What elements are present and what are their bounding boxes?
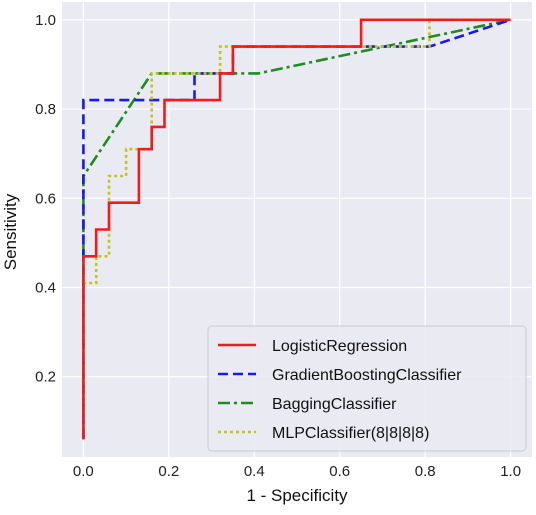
x-axis-title: 1 - Specificity — [246, 486, 348, 505]
legend-label: MLPClassifier(8|8|8|8) — [272, 425, 429, 442]
y-tick-label: 0.6 — [35, 190, 56, 207]
series-line-0 — [82, 18, 511, 440]
series-line-1 — [82, 18, 512, 440]
legend-label: BaggingClassifier — [272, 396, 397, 413]
y-tick-label: 0.2 — [35, 369, 56, 386]
y-tick-label: 1.0 — [35, 12, 56, 29]
legend-label: LogisticRegression — [272, 338, 407, 355]
legend-box — [207, 325, 527, 452]
x-tick-label: 0.0 — [73, 463, 94, 480]
legend: LogisticRegression GradientBoostingClassi… — [207, 325, 527, 452]
x-tick-labels: 0.0 0.2 0.4 0.6 0.8 1.0 — [73, 463, 521, 480]
series-line-3 — [82, 18, 511, 440]
x-tick-label: 0.6 — [329, 463, 350, 480]
y-tick-labels: 0.2 0.4 0.6 0.8 1.0 — [35, 12, 56, 386]
x-tick-label: 0.4 — [244, 463, 265, 480]
x-tick-label: 0.8 — [415, 463, 436, 480]
y-tick-label: 0.8 — [35, 101, 56, 118]
x-tick-label: 0.2 — [158, 463, 179, 480]
series-layer — [82, 18, 512, 440]
legend-label: GradientBoostingClassifier — [272, 367, 462, 384]
y-tick-label: 0.4 — [35, 279, 56, 296]
y-axis-title: Sensitivity — [1, 193, 20, 270]
x-tick-label: 1.0 — [500, 463, 521, 480]
